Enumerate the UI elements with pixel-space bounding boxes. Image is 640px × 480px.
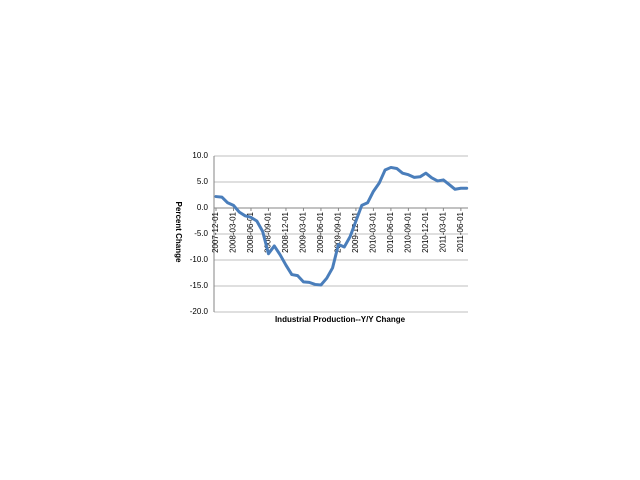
x-tick-label: 2010-12-01: [421, 211, 430, 252]
y-tick-label: 10.0: [192, 151, 208, 160]
y-tick-label: -15.0: [190, 281, 209, 290]
y-tick-label: 0.0: [197, 203, 209, 212]
y-tick-label: -10.0: [190, 255, 209, 264]
x-tick-label: 2010-06-01: [386, 211, 395, 252]
x-tick-label: 2008-03-01: [229, 211, 238, 252]
x-tick-label: 2009-06-01: [316, 211, 325, 252]
x-tick-label: 2010-09-01: [404, 211, 413, 252]
x-tick-label: 2009-12-01: [351, 211, 360, 252]
y-tick-label: 5.0: [197, 177, 209, 186]
x-tick-label: 2010-03-01: [369, 211, 378, 252]
y-axis-title: Percent Change: [174, 202, 183, 263]
x-axis-title: Industrial Production--Y/Y Change: [275, 315, 406, 324]
data-line: [214, 165, 469, 287]
x-tick-label: 2011-03-01: [438, 211, 447, 252]
x-tick-label: 2008-09-01: [264, 211, 273, 252]
x-tick-label: 2009-03-01: [299, 211, 308, 252]
y-tick-label: -5.0: [194, 229, 208, 238]
y-tick-label: -20.0: [190, 307, 209, 316]
x-tick-label: 2009-09-01: [334, 211, 343, 252]
x-tick-label: 2008-06-01: [246, 211, 255, 252]
x-tick-label: 2007-12-01: [211, 211, 220, 252]
x-tick-label: 2008-12-01: [281, 211, 290, 252]
x-tick-label: 2011-06-01: [456, 211, 465, 252]
